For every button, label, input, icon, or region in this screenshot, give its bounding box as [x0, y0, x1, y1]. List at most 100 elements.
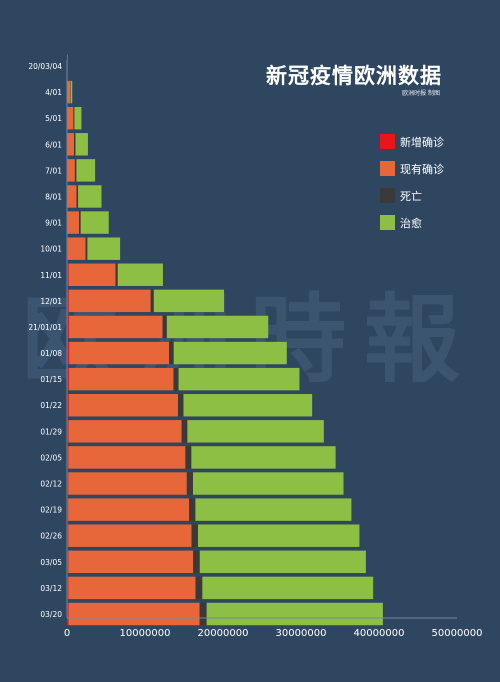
legend-item-deaths: 死亡: [380, 182, 444, 209]
bar-现有确诊-5/01: [67, 106, 74, 130]
bar-新增确诊-03/20: [67, 602, 69, 626]
y-tick-label-01/22: 01/22: [40, 401, 62, 410]
bar-现有确诊-02/26: [68, 524, 192, 547]
bar-治愈-12/01: [153, 289, 225, 313]
bar-死亡-03/20: [199, 602, 207, 626]
bar-新增确诊-02/12: [67, 472, 69, 495]
legend-swatch-deaths: [380, 188, 395, 203]
bar-死亡-4/01: [70, 80, 71, 104]
bar-死亡-01/15: [173, 367, 179, 391]
bar-治愈-4/01: [70, 80, 73, 104]
bar-死亡-02/12: [186, 472, 193, 495]
bar-治愈-01/08: [173, 341, 287, 365]
y-tick-label-12/01: 12/01: [40, 297, 62, 306]
y-tick-label-10/01: 10/01: [40, 245, 62, 254]
y-tick-label-01/29: 01/29: [40, 427, 62, 436]
bar-死亡-01/29: [181, 420, 188, 443]
bar-现有确诊-4/01: [67, 80, 71, 104]
bar-现有确诊-7/01: [67, 159, 75, 182]
bar-新增确诊-11/01: [67, 263, 69, 286]
bar-新增确诊-01/22: [67, 394, 69, 417]
bar-现有确诊-01/08: [69, 341, 170, 365]
bar-治愈-11/01: [117, 263, 163, 286]
y-tick-label-01/15: 01/15: [40, 375, 62, 384]
bar-治愈-02/12: [192, 472, 344, 495]
x-tick-label-10000000: 10000000: [120, 628, 171, 639]
chart-title: 新冠疫情欧洲数据: [266, 64, 442, 88]
y-tick-label-02/12: 02/12: [40, 480, 62, 489]
y-tick-label-4/01: 4/01: [45, 88, 62, 97]
bar-死亡-01/08: [169, 341, 174, 365]
bar-现有确诊-01/29: [68, 420, 182, 443]
y-tick-label-03/20: 03/20: [40, 610, 62, 619]
bar-现有确诊-03/20: [68, 602, 200, 626]
bar-治愈-03/12: [202, 576, 374, 600]
x-tick-label-0: 0: [64, 628, 70, 639]
bar-死亡-02/05: [185, 446, 192, 469]
bar-治愈-7/01: [76, 159, 96, 182]
bar-现有确诊-02/05: [68, 446, 186, 469]
bar-死亡-03/12: [195, 576, 203, 600]
bar-现有确诊-01/22: [68, 394, 178, 417]
bar-现有确诊-02/12: [68, 472, 187, 495]
bar-死亡-12/01: [150, 289, 154, 313]
bar-新增确诊-01/15: [67, 367, 69, 391]
bar-治愈-01/29: [187, 420, 324, 443]
bar-死亡-11/01: [115, 263, 118, 286]
legend-label-recovered: 治愈: [400, 216, 422, 230]
bar-治愈-10/01: [87, 237, 121, 260]
bar-死亡-02/26: [191, 524, 198, 547]
bar-治愈-02/19: [195, 498, 352, 521]
bar-死亡-01/22: [177, 394, 184, 417]
bar-死亡-21/01/01: [162, 315, 167, 339]
y-tick-label-5/01: 5/01: [45, 114, 62, 123]
bar-现有确诊-03/05: [68, 550, 194, 574]
x-tick-label-20000000: 20000000: [198, 628, 249, 639]
bar-治愈-8/01: [78, 185, 102, 208]
bar-死亡-6/01: [74, 133, 76, 156]
y-tick-label-9/01: 9/01: [45, 219, 62, 228]
bar-治愈-9/01: [80, 211, 109, 234]
legend-label-deaths: 死亡: [400, 189, 422, 203]
y-tick-label-03/05: 03/05: [40, 558, 62, 567]
legend-swatch-active: [380, 161, 395, 176]
x-tick-label-40000000: 40000000: [354, 628, 405, 639]
bar-治愈-21/01/01: [166, 315, 269, 339]
y-tick-label-02/05: 02/05: [40, 453, 62, 462]
bar-死亡-7/01: [74, 159, 77, 182]
bar-死亡-03/05: [193, 550, 200, 574]
y-tick-label-11/01: 11/01: [40, 271, 62, 280]
bar-现有确诊-02/19: [68, 498, 190, 521]
chart-legend: 新增确诊 现有确诊 死亡 治愈: [380, 128, 444, 236]
legend-label-new-confirmed: 新增确诊: [400, 135, 444, 149]
bar-现有确诊-6/01: [67, 133, 75, 156]
x-tick-label-30000000: 30000000: [276, 628, 327, 639]
bar-治愈-6/01: [75, 133, 88, 156]
bar-死亡-10/01: [85, 237, 88, 260]
bar-现有确诊-21/01/01: [68, 315, 163, 339]
bar-现有确诊-9/01: [67, 211, 80, 234]
bar-死亡-02/19: [189, 498, 196, 521]
bar-新增确诊-21/01/01: [67, 315, 69, 339]
legend-item-new-confirmed: 新增确诊: [380, 128, 444, 155]
bar-新增确诊-02/26: [67, 524, 69, 547]
bar-现有确诊-8/01: [67, 185, 77, 208]
bar-死亡-9/01: [79, 211, 81, 234]
bar-治愈-03/20: [206, 602, 383, 626]
bar-死亡-5/01: [73, 106, 75, 130]
bar-现有确诊-12/01: [68, 289, 151, 313]
x-tick-label-50000000: 50000000: [432, 628, 483, 639]
legend-swatch-recovered: [380, 215, 395, 230]
bar-现有确诊-11/01: [68, 263, 116, 286]
legend-swatch-new-confirmed: [380, 134, 395, 149]
bar-新增确诊-12/01: [67, 289, 69, 313]
legend-label-active: 现有确诊: [400, 162, 444, 176]
legend-item-active: 现有确诊: [380, 155, 444, 182]
bar-现有确诊-01/15: [68, 367, 174, 391]
bar-新增确诊-03/12: [67, 576, 69, 600]
bar-新增确诊-01/08: [67, 341, 70, 365]
y-tick-label-02/19: 02/19: [40, 506, 62, 515]
bar-治愈-02/26: [197, 524, 360, 547]
